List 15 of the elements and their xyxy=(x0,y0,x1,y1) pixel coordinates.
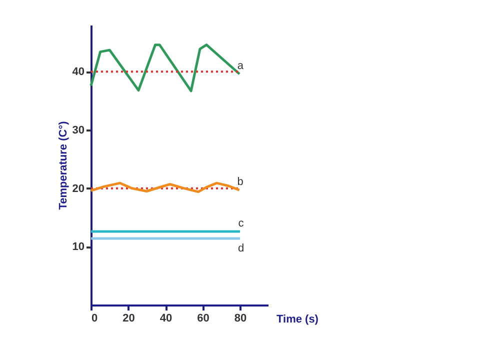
y-tick-label: 30 xyxy=(72,124,84,136)
x-axis-title: Time (s) xyxy=(276,314,319,326)
series-label: b xyxy=(237,176,244,188)
y-axis-title: Temperature (C°) xyxy=(57,120,70,210)
x-tick-label: 40 xyxy=(160,312,172,324)
x-tick-label: 20 xyxy=(122,312,135,324)
series-label: d xyxy=(238,242,244,254)
y-tick-label: 20 xyxy=(72,182,84,195)
x-tick-label: 0 xyxy=(92,312,98,324)
x-tick-label: 60 xyxy=(197,312,210,324)
series-label: a xyxy=(237,60,244,72)
x-tick-label: 80 xyxy=(234,312,247,324)
y-tick-label: 10 xyxy=(72,241,84,254)
series-label: c xyxy=(238,218,244,230)
y-tick-label: 40 xyxy=(72,66,84,78)
